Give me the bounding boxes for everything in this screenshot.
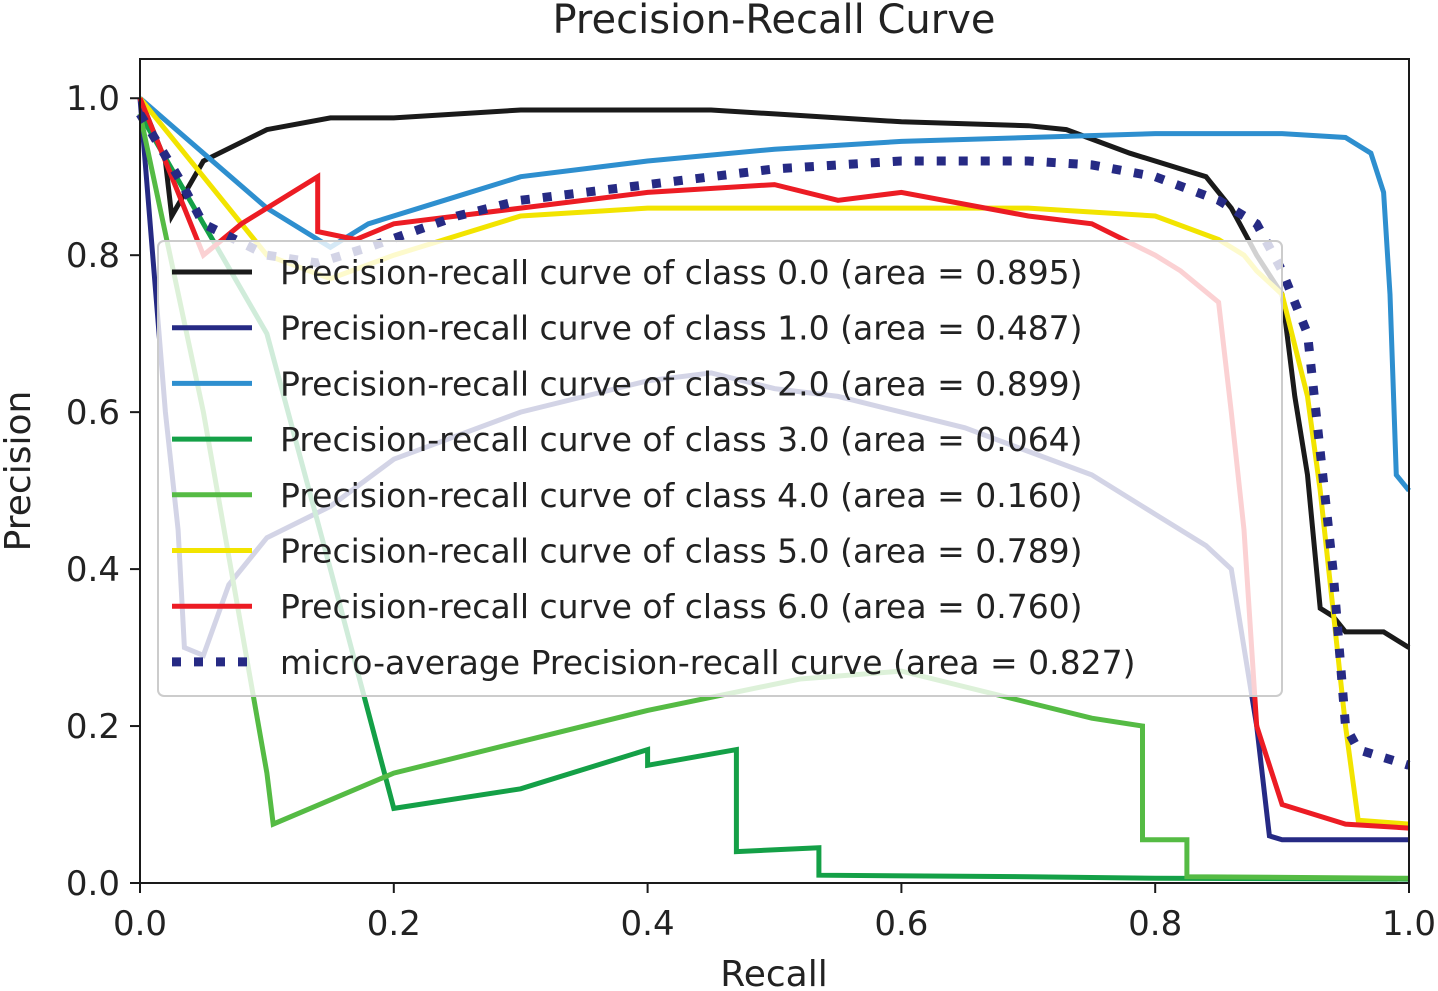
y-tick-label: 0.0 — [66, 864, 120, 904]
x-tick-label: 0.6 — [874, 904, 928, 944]
legend-label-1: Precision-recall curve of class 1.0 (are… — [280, 309, 1083, 348]
x-tick-label: 0.2 — [367, 904, 421, 944]
legend-label-3: Precision-recall curve of class 3.0 (are… — [280, 420, 1083, 459]
legend-label-7: micro-average Precision-recall curve (ar… — [280, 643, 1135, 682]
x-axis-label: Recall — [720, 954, 827, 991]
y-axis-label: Precision — [0, 391, 39, 552]
legend-label-4: Precision-recall curve of class 4.0 (are… — [280, 476, 1083, 515]
legend: Precision-recall curve of class 0.0 (are… — [157, 240, 1283, 697]
y-tick-label: 0.2 — [66, 707, 120, 747]
axis-ticks: 0.0 0.2 0.4 0.6 0.8 1.0 0.0 0.2 0.4 0.6 0.8 1.0 — [66, 79, 1436, 944]
y-tick-label: 1.0 — [66, 79, 120, 119]
y-tick-label: 0.8 — [66, 236, 120, 276]
x-tick-label: 0.4 — [621, 904, 675, 944]
legend-label-0: Precision-recall curve of class 0.0 (are… — [280, 253, 1083, 292]
legend-label-5: Precision-recall curve of class 5.0 (are… — [280, 532, 1083, 571]
legend-label-6: Precision-recall curve of class 6.0 (are… — [280, 587, 1083, 626]
y-tick-label: 0.6 — [66, 393, 120, 433]
y-tick-label: 0.4 — [66, 550, 120, 590]
series-line-7 — [136, 111, 1411, 770]
legend-box — [157, 240, 1283, 697]
chart-title: Precision-Recall Curve — [553, 0, 996, 43]
x-tick-label: 0.0 — [113, 904, 167, 944]
x-tick-label: 1.0 — [1382, 904, 1436, 944]
legend-label-2: Precision-recall curve of class 2.0 (are… — [280, 364, 1083, 403]
x-tick-label: 0.8 — [1128, 904, 1182, 944]
plot-frame — [139, 58, 1410, 884]
